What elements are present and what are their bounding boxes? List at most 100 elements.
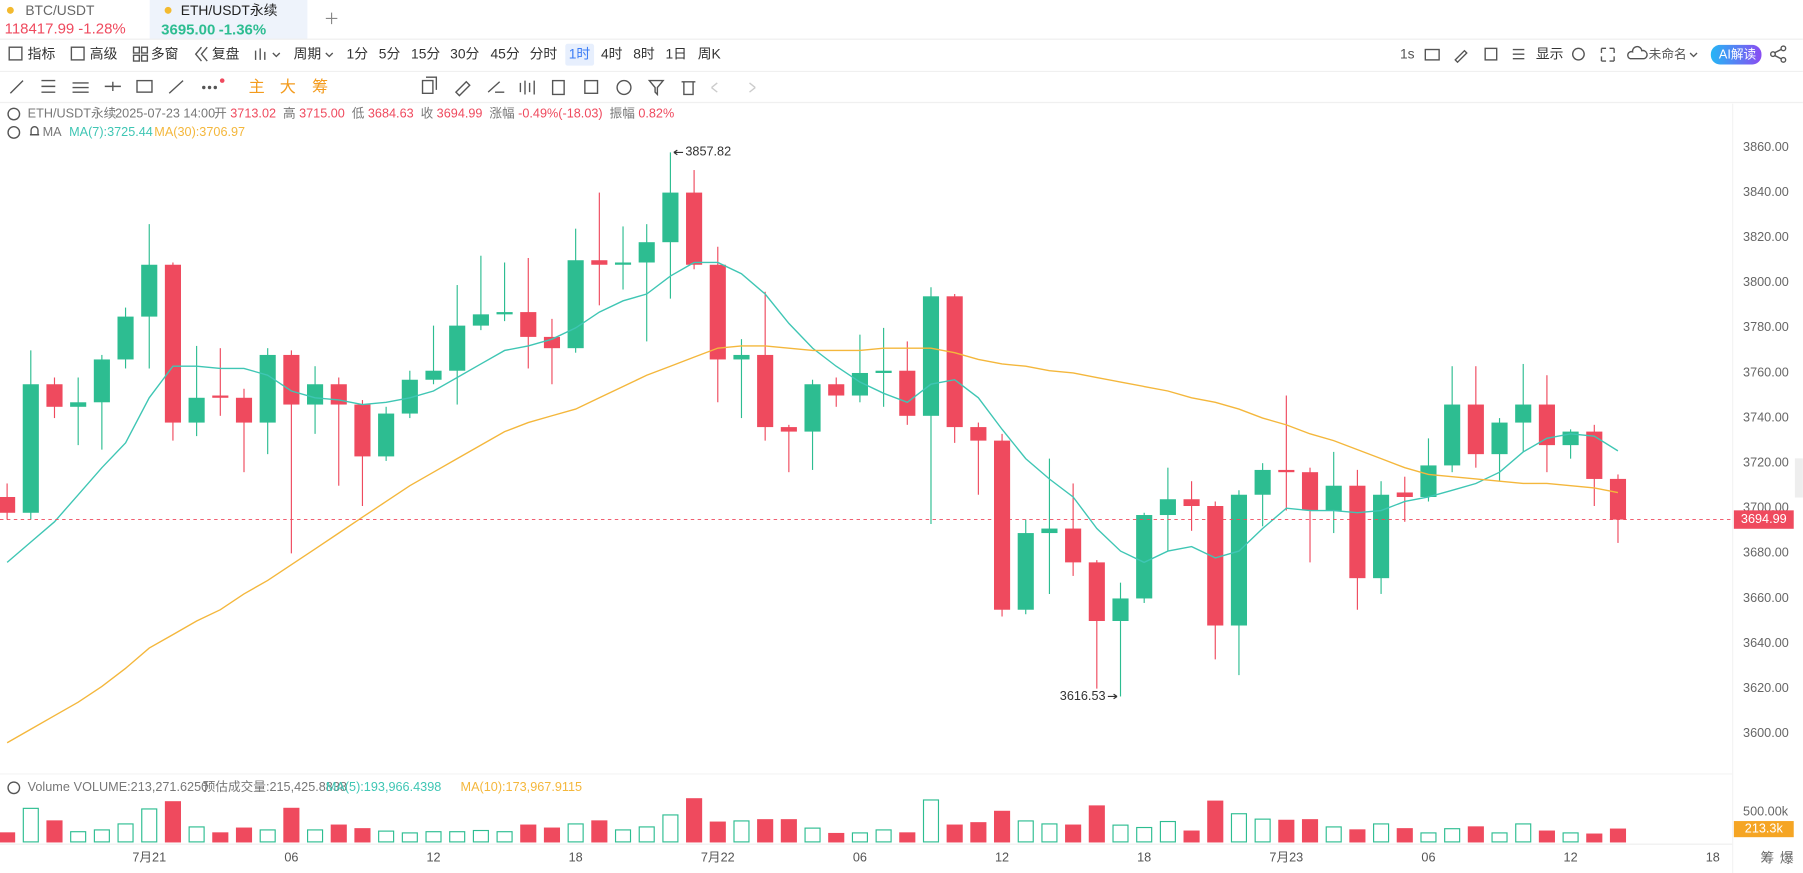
layout-name[interactable]: 未命名 [1648, 48, 1687, 63]
candle-body [1467, 404, 1484, 455]
period-button[interactable]: 1时 [568, 46, 591, 63]
info-label: 开 [214, 107, 227, 121]
candle-body [899, 370, 916, 416]
tab-symbol[interactable]: ETH/USDT永续 [180, 2, 278, 19]
y-tick-label: 3820.00 [1743, 230, 1789, 244]
y-tick-label: 3800.00 [1743, 275, 1789, 289]
period-button[interactable]: 45分 [490, 46, 520, 63]
volume-bar [283, 807, 300, 843]
tab-price: 3695.00 [161, 20, 216, 39]
volume-bar [875, 829, 892, 843]
candle-body [1065, 528, 1082, 563]
period-button[interactable]: 30分 [450, 46, 480, 63]
info-value: 3694.99 [436, 107, 483, 121]
volume-bar [1562, 832, 1579, 843]
period-button[interactable]: 1日 [665, 46, 687, 63]
info-label: 高 [282, 107, 296, 121]
volume-tag [1733, 821, 1794, 838]
candle-body [1538, 404, 1555, 446]
y-tick-label: 3720.00 [1743, 456, 1789, 470]
ai-button[interactable] [1710, 44, 1762, 65]
candle-body [662, 192, 679, 243]
volume-bar [733, 820, 750, 843]
tool-button[interactable]: 大 [279, 77, 296, 96]
volume-bar [709, 821, 726, 843]
tab-price: 118417.99 [4, 19, 75, 37]
toolbar-icons [8, 45, 1787, 97]
footer-button[interactable]: 筹 [1760, 849, 1775, 867]
volume-bar [449, 831, 466, 843]
candle-body [1373, 494, 1390, 579]
volume-bar [1467, 826, 1484, 843]
y-tick-label: 3660.00 [1743, 591, 1789, 605]
volume-bar [1515, 823, 1532, 843]
x-tick-label: 7月21 [132, 850, 166, 864]
add-tab[interactable] [325, 12, 338, 25]
info-items: 开 3713.02 高 3715.00 低 3684.63 收 3694.99 涨幅 -0.49%… [214, 106, 681, 122]
period-button[interactable]: 4时 [600, 46, 623, 63]
volume-bar [1041, 823, 1058, 843]
volume-bar [1183, 830, 1200, 843]
candle-body [946, 296, 963, 428]
candle-body [141, 264, 158, 317]
ma-line [6, 261, 1619, 564]
volume-bar [686, 798, 703, 843]
tool-button[interactable]: 主 [248, 77, 265, 96]
volume-bar [46, 820, 63, 843]
volume-bar [1325, 826, 1342, 843]
y-tick-label: 3620.00 [1743, 681, 1789, 695]
volume-bar [804, 827, 821, 843]
x-tick-label: 18 [1706, 850, 1720, 864]
volume-bar [1017, 820, 1034, 843]
volume-bar [1112, 824, 1129, 843]
candle-body [1278, 469, 1295, 473]
volume-bar [1396, 828, 1413, 843]
volume-bar [212, 832, 229, 843]
y-tick-label: 3640.00 [1743, 636, 1789, 650]
x-tick-label: 12 [1564, 850, 1578, 864]
ai-button-label[interactable]: AI解读 [1718, 48, 1757, 63]
candle-body [1159, 499, 1176, 516]
volume-bar [1254, 818, 1271, 843]
volume-bar [828, 832, 845, 843]
footer-button[interactable]: 爆 [1779, 849, 1794, 867]
tab-symbol[interactable]: BTC/USDT [25, 2, 95, 19]
tool-button[interactable]: 筹 [312, 77, 329, 96]
volume-ma5: MA(5):193,966.4398 [325, 780, 442, 795]
toolbar-button[interactable]: 周期 [293, 46, 322, 63]
volume-bar [1207, 800, 1224, 843]
candle-body [1586, 431, 1603, 479]
display-button[interactable]: 显示 [1535, 46, 1564, 63]
period-button[interactable]: 1分 [346, 46, 369, 63]
panel-icons [7, 107, 40, 795]
info-time: 2025-07-23 14:00 [115, 107, 216, 121]
candle-body [1515, 404, 1532, 423]
volume-label: Volume [27, 780, 70, 795]
volume-bar [164, 801, 181, 843]
period-button[interactable]: 分时 [529, 46, 558, 63]
toolbar-button[interactable]: 复盘 [211, 46, 240, 63]
candle-body [401, 379, 418, 414]
candle-body [1491, 422, 1508, 455]
x-tick-label: 06 [284, 850, 298, 864]
y-tick-label: 3840.00 [1743, 185, 1789, 199]
candle-body [164, 264, 181, 423]
period-button[interactable]: 15分 [411, 46, 441, 63]
info-symbol: ETH/USDT永续 [27, 107, 117, 121]
candle-body [1112, 598, 1129, 622]
toolbar-button[interactable]: 指标 [27, 46, 56, 63]
volume-bar [378, 830, 395, 843]
volume-bar [1349, 829, 1366, 843]
candle-body [567, 260, 584, 349]
period-button[interactable]: 8时 [633, 46, 655, 63]
candle-body [638, 242, 655, 263]
toolbar-button[interactable]: 多窗 [150, 46, 179, 63]
period-button[interactable]: 5分 [378, 46, 401, 63]
volume-bar [1373, 823, 1390, 843]
refresh-rate[interactable]: 1s [1399, 46, 1415, 63]
side-handle[interactable] [1794, 458, 1803, 498]
candle-body [0, 496, 16, 513]
period-button[interactable]: 周K [697, 46, 721, 63]
volume-bar [235, 827, 253, 843]
toolbar-button[interactable]: 高级 [89, 46, 118, 63]
